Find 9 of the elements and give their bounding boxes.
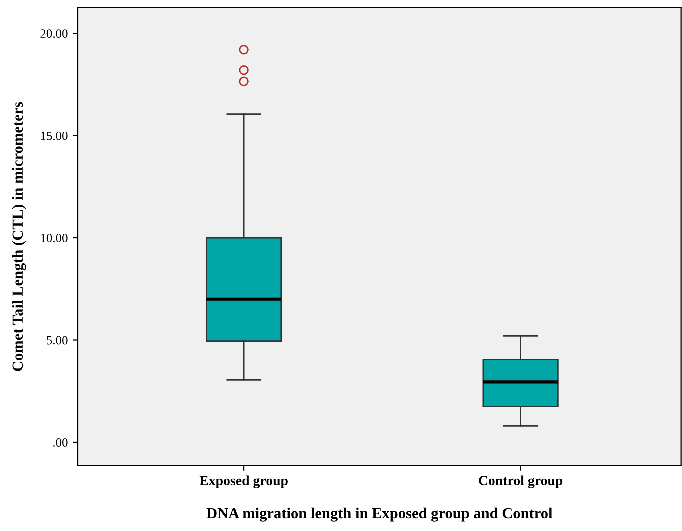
x-tick-label: Control group [479,476,563,488]
y-axis-title: Comet Tail Length (CTL) in micrometers [12,102,26,372]
x-tick-label: Exposed group [200,476,288,488]
y-tick-label: .00 [53,438,68,447]
y-tick-label: 10.00 [41,234,68,243]
y-tick-label: 5.00 [47,336,68,345]
x-axis-title: DNA migration length in Exposed group and Control [206,508,553,522]
y-tick-label: 15.00 [41,132,68,140]
y-tick-label: 20.00 [40,30,68,38]
